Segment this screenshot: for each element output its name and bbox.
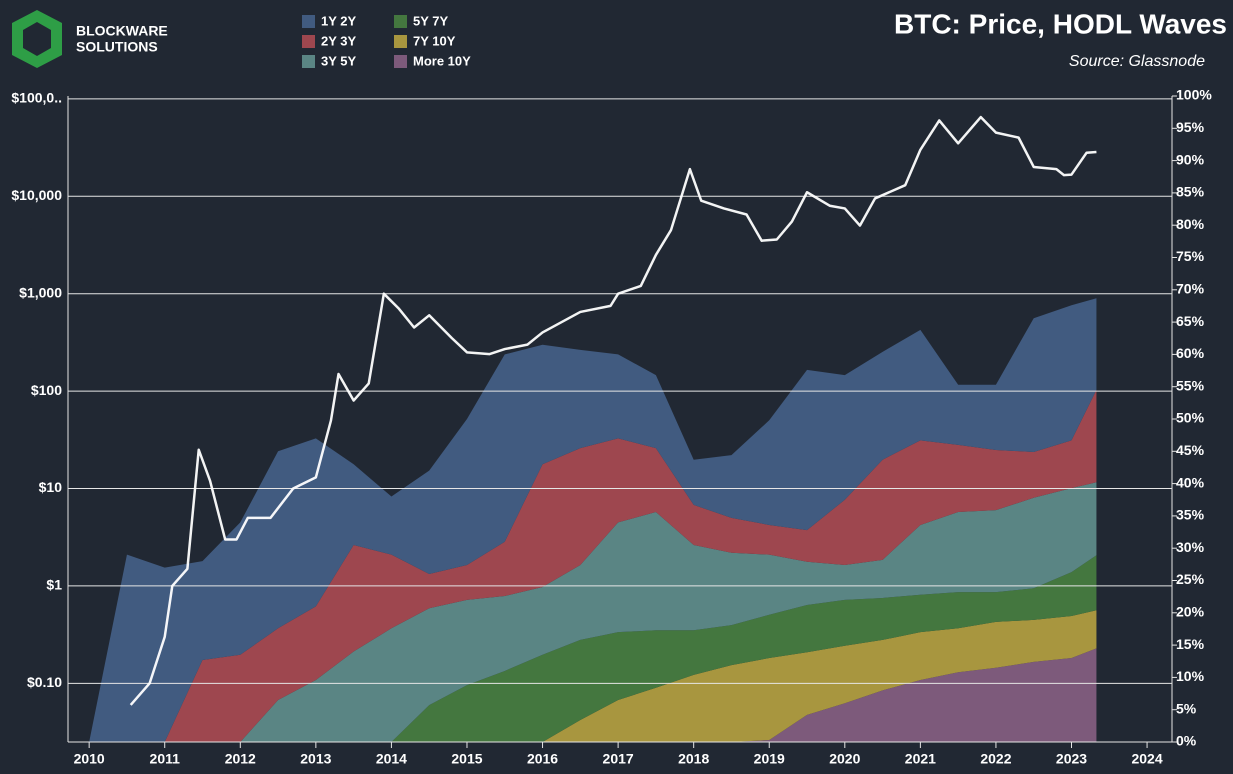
legend-label: More 10Y	[413, 53, 471, 68]
legend-label: 2Y 3Y	[321, 33, 357, 48]
y-tick-label: $100,0..	[11, 90, 62, 106]
area	[89, 482, 1097, 742]
y2-tick-label: 25%	[1176, 571, 1205, 587]
y-tick-label: $10	[39, 479, 63, 495]
x-tick-label: 2015	[451, 751, 482, 767]
y-tick-label: $1,000	[19, 284, 62, 300]
y2-tick-label: 50%	[1176, 410, 1205, 426]
x-tick-label: 2013	[300, 751, 331, 767]
y-tick-label: $100	[31, 382, 62, 398]
y2-tick-label: 0%	[1176, 733, 1197, 749]
y2-tick-label: 5%	[1176, 700, 1197, 716]
y2-tick-label: 35%	[1176, 507, 1205, 523]
x-tick-label: 2023	[1056, 751, 1087, 767]
y2-tick-label: 30%	[1176, 539, 1205, 555]
legend-label: 5Y 7Y	[413, 13, 449, 28]
logo-text: BLOCKWARE	[76, 23, 168, 39]
y2-tick-label: 70%	[1176, 281, 1205, 297]
legend-label: 1Y 2Y	[321, 13, 357, 28]
y2-tick-label: 100%	[1176, 87, 1212, 103]
y2-tick-label: 15%	[1176, 636, 1205, 652]
legend-label: 7Y 10Y	[413, 33, 456, 48]
y2-tick-label: 20%	[1176, 604, 1205, 620]
area	[89, 298, 1097, 742]
legend-swatch	[394, 15, 407, 28]
area	[89, 555, 1097, 742]
chart-title: BTC: Price, HODL Waves	[894, 8, 1227, 39]
x-tick-label: 2022	[980, 751, 1011, 767]
y2-tick-label: 85%	[1176, 184, 1205, 200]
area	[89, 389, 1097, 742]
y2-tick-label: 40%	[1176, 474, 1205, 490]
x-tick-label: 2012	[225, 751, 256, 767]
y2-tick-label: 60%	[1176, 345, 1205, 361]
y2-tick-label: 65%	[1176, 313, 1205, 329]
logo-text: SOLUTIONS	[76, 39, 158, 55]
legend-swatch	[302, 35, 315, 48]
x-tick-label: 2014	[376, 751, 407, 767]
y2-tick-label: 45%	[1176, 442, 1205, 458]
legend-swatch	[394, 35, 407, 48]
x-tick-label: 2011	[150, 751, 181, 767]
area	[89, 610, 1097, 742]
logo: BLOCKWARE SOLUTIONS	[12, 10, 168, 68]
y2-tick-label: 10%	[1176, 668, 1205, 684]
y2-tick-label: 55%	[1176, 377, 1205, 393]
x-tick-label: 2018	[678, 751, 709, 767]
x-tick-label: 2016	[527, 751, 558, 767]
x-tick-label: 2017	[603, 751, 634, 767]
x-tick-label: 2024	[1131, 751, 1162, 767]
legend-swatch	[394, 55, 407, 68]
legend-swatch	[302, 55, 315, 68]
y-tick-label: $1	[46, 577, 62, 593]
x-tick-label: 2020	[829, 751, 860, 767]
chart-subtitle: Source: Glassnode	[1069, 53, 1205, 70]
y2-tick-label: 95%	[1176, 119, 1205, 135]
y-tick-label: $0.10	[27, 674, 62, 690]
x-tick-label: 2021	[905, 751, 936, 767]
legend-swatch	[302, 15, 315, 28]
y2-tick-label: 80%	[1176, 216, 1205, 232]
y2-tick-label: 75%	[1176, 248, 1205, 264]
x-tick-label: 2010	[74, 751, 105, 767]
y-tick-label: $10,000	[11, 187, 62, 203]
x-tick-label: 2019	[754, 751, 785, 767]
logo-mark-inner	[23, 22, 51, 56]
price-line	[129, 115, 1097, 706]
area	[89, 648, 1097, 742]
legend-label: 3Y 5Y	[321, 53, 357, 68]
y2-tick-label: 90%	[1176, 151, 1205, 167]
